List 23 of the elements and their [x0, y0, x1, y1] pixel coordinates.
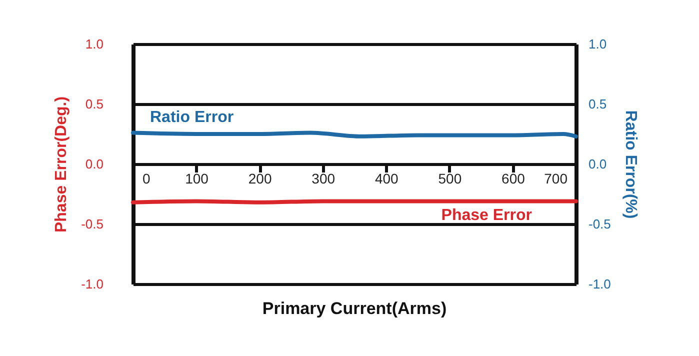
series-label: Phase Error — [441, 207, 532, 224]
x-axis-title: Primary Current(Arms) — [262, 299, 447, 318]
x-tick-label: 0 — [142, 170, 150, 186]
x-tick-label: 600 — [502, 170, 526, 186]
x-tick-label: 500 — [438, 170, 462, 186]
series-label: Ratio Error — [150, 108, 234, 126]
x-tick-label: 300 — [312, 170, 336, 186]
y2-axis-title: Ratio Error(%) — [622, 110, 639, 219]
y-axis-title: Phase Error(Deg.) — [53, 96, 70, 233]
y2-tick-label: 1.0 — [588, 36, 607, 52]
y-tick-label: 0.0 — [85, 156, 104, 172]
y2-tick-label: -0.5 — [588, 216, 611, 232]
y-tick-label: 1.0 — [85, 36, 104, 52]
x-tick-label: 700 — [544, 170, 568, 186]
y-tick-label: 0.5 — [85, 96, 104, 112]
y-tick-label: -0.5 — [81, 216, 104, 232]
x-tick-label: 400 — [374, 170, 399, 186]
y2-tick-label: 0.5 — [588, 96, 607, 112]
y2-tick-label: -1.0 — [588, 276, 611, 292]
x-tick-label: 200 — [248, 170, 272, 186]
x-tick-label: 100 — [185, 170, 209, 186]
y2-tick-label: 0.0 — [588, 156, 607, 172]
y-tick-label: -1.0 — [81, 276, 104, 292]
